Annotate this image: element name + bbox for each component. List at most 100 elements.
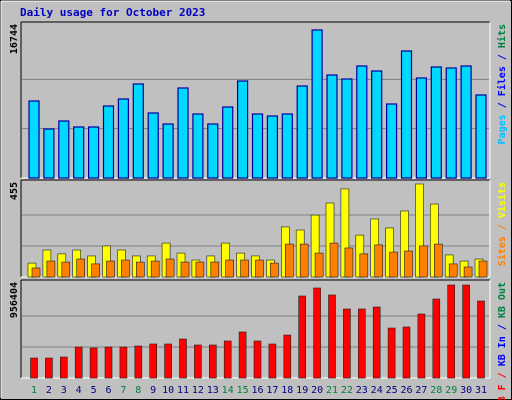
bar [209,344,217,379]
bar [164,343,172,379]
bar [371,70,383,179]
x-tick-label: 15 [237,385,249,396]
bar [357,308,366,379]
bar [404,250,413,278]
bar [119,346,128,379]
bar [149,343,157,379]
bar [223,340,232,379]
x-tick-label: 27 [415,385,427,396]
legend: Pages / Files / Hits [496,24,508,144]
legend-entry: / [497,48,508,66]
legend-entry: Hits [496,24,508,48]
bar [192,113,204,179]
x-tick-label: 3 [61,385,67,396]
bar [433,243,443,278]
bar [298,295,307,379]
bar [43,128,55,179]
bar [419,245,428,278]
x-tick-label: 13 [207,385,219,396]
bar [195,261,205,278]
bar [313,287,321,379]
x-tick-label: 8 [135,385,141,396]
legend-entry: KB Out [497,282,508,318]
x-tick-label: 17 [266,385,278,396]
x-tick-label: 7 [120,385,126,396]
bar [341,78,353,179]
legend-entry: Visits [496,182,508,218]
bar [45,357,53,379]
x-tick-label: 22 [341,385,353,396]
bar [329,242,339,278]
legend-entry: KB In [497,336,508,366]
x-tick-label: 1 [31,385,37,396]
bar [194,344,202,379]
bar [389,251,398,278]
bar [150,260,160,278]
x-tick-label: 31 [475,385,487,396]
bar [251,113,264,179]
x-tick-label: 16 [251,385,263,396]
bar [372,306,381,379]
bar [268,343,277,379]
legend-entry: KB F [497,384,508,400]
x-tick-label: 24 [371,385,383,396]
bar [430,66,442,179]
bar [222,106,234,179]
bar [255,259,264,278]
bar [31,267,41,278]
bar [432,298,441,379]
bar [237,80,249,179]
legend: KB F / KB In / KB Out [497,282,508,400]
legend-entry: Sites [496,236,508,266]
bar [400,50,413,179]
bar [270,262,279,278]
legend-entry: Pages [497,114,508,144]
x-tick-label: 9 [150,385,156,396]
bar [177,87,189,179]
bar [447,284,456,379]
bar [296,85,308,179]
x-tick-label: 18 [281,385,293,396]
x-tick-label: 14 [222,385,234,396]
bar [89,347,98,379]
legend: Sites / Visits [496,182,508,266]
legend-entry: / [497,318,508,336]
bar [311,29,323,179]
bar [478,260,488,278]
bar [463,266,473,278]
bar [136,261,145,278]
x-tick-label: 19 [296,385,308,396]
bar [225,259,234,278]
bar [165,258,175,278]
y-max-label: 455 [9,182,20,200]
bar [61,261,71,278]
bar [359,253,369,278]
bar [344,247,354,278]
bar [240,259,249,278]
bar [58,120,70,179]
bar [448,263,458,278]
bar [134,345,143,379]
bar [117,98,130,179]
bar [238,331,247,379]
x-tick-label: 28 [430,385,442,396]
x-tick-label: 21 [326,385,338,396]
bar [179,338,187,379]
bar [102,105,115,179]
bar [210,261,220,278]
bar [46,260,56,278]
bar [30,357,38,379]
bar [343,308,351,379]
bar [328,294,336,379]
bar [281,113,293,179]
x-tick-label: 30 [460,385,472,396]
bar [253,340,262,379]
chart-title: Daily usage for October 2023 [20,6,205,19]
bar [475,94,487,179]
bar [266,115,278,179]
bar [374,244,384,278]
bar [402,326,411,379]
x-tick-label: 6 [105,385,111,396]
x-tick-label: 29 [445,385,457,396]
